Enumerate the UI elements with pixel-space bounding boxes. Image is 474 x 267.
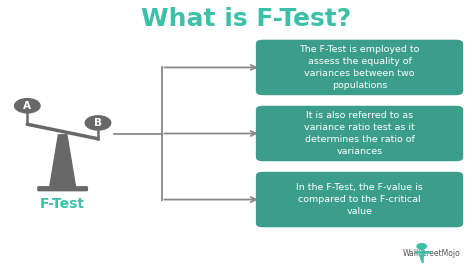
Circle shape [15,99,40,113]
Text: It is also referred to as
variance ratio test as it
determines the ratio of
vari: It is also referred to as variance ratio… [304,111,415,156]
Circle shape [417,244,427,249]
Text: A: A [23,101,31,111]
Circle shape [85,116,111,130]
Text: What is F-Test?: What is F-Test? [141,7,352,30]
FancyBboxPatch shape [37,186,88,191]
Text: F-Test: F-Test [40,197,85,210]
Text: In the F-Test, the F-value is
compared to the F-critical
value: In the F-Test, the F-value is compared t… [296,183,423,216]
FancyBboxPatch shape [256,40,463,95]
Text: B: B [94,118,102,128]
Text: WallStreetMojo: WallStreetMojo [403,249,461,258]
Polygon shape [50,135,76,187]
Text: The F-Test is employed to
assess the equality of
variances between two
populatio: The F-Test is employed to assess the equ… [299,45,419,90]
FancyBboxPatch shape [256,106,463,161]
FancyBboxPatch shape [256,172,463,227]
